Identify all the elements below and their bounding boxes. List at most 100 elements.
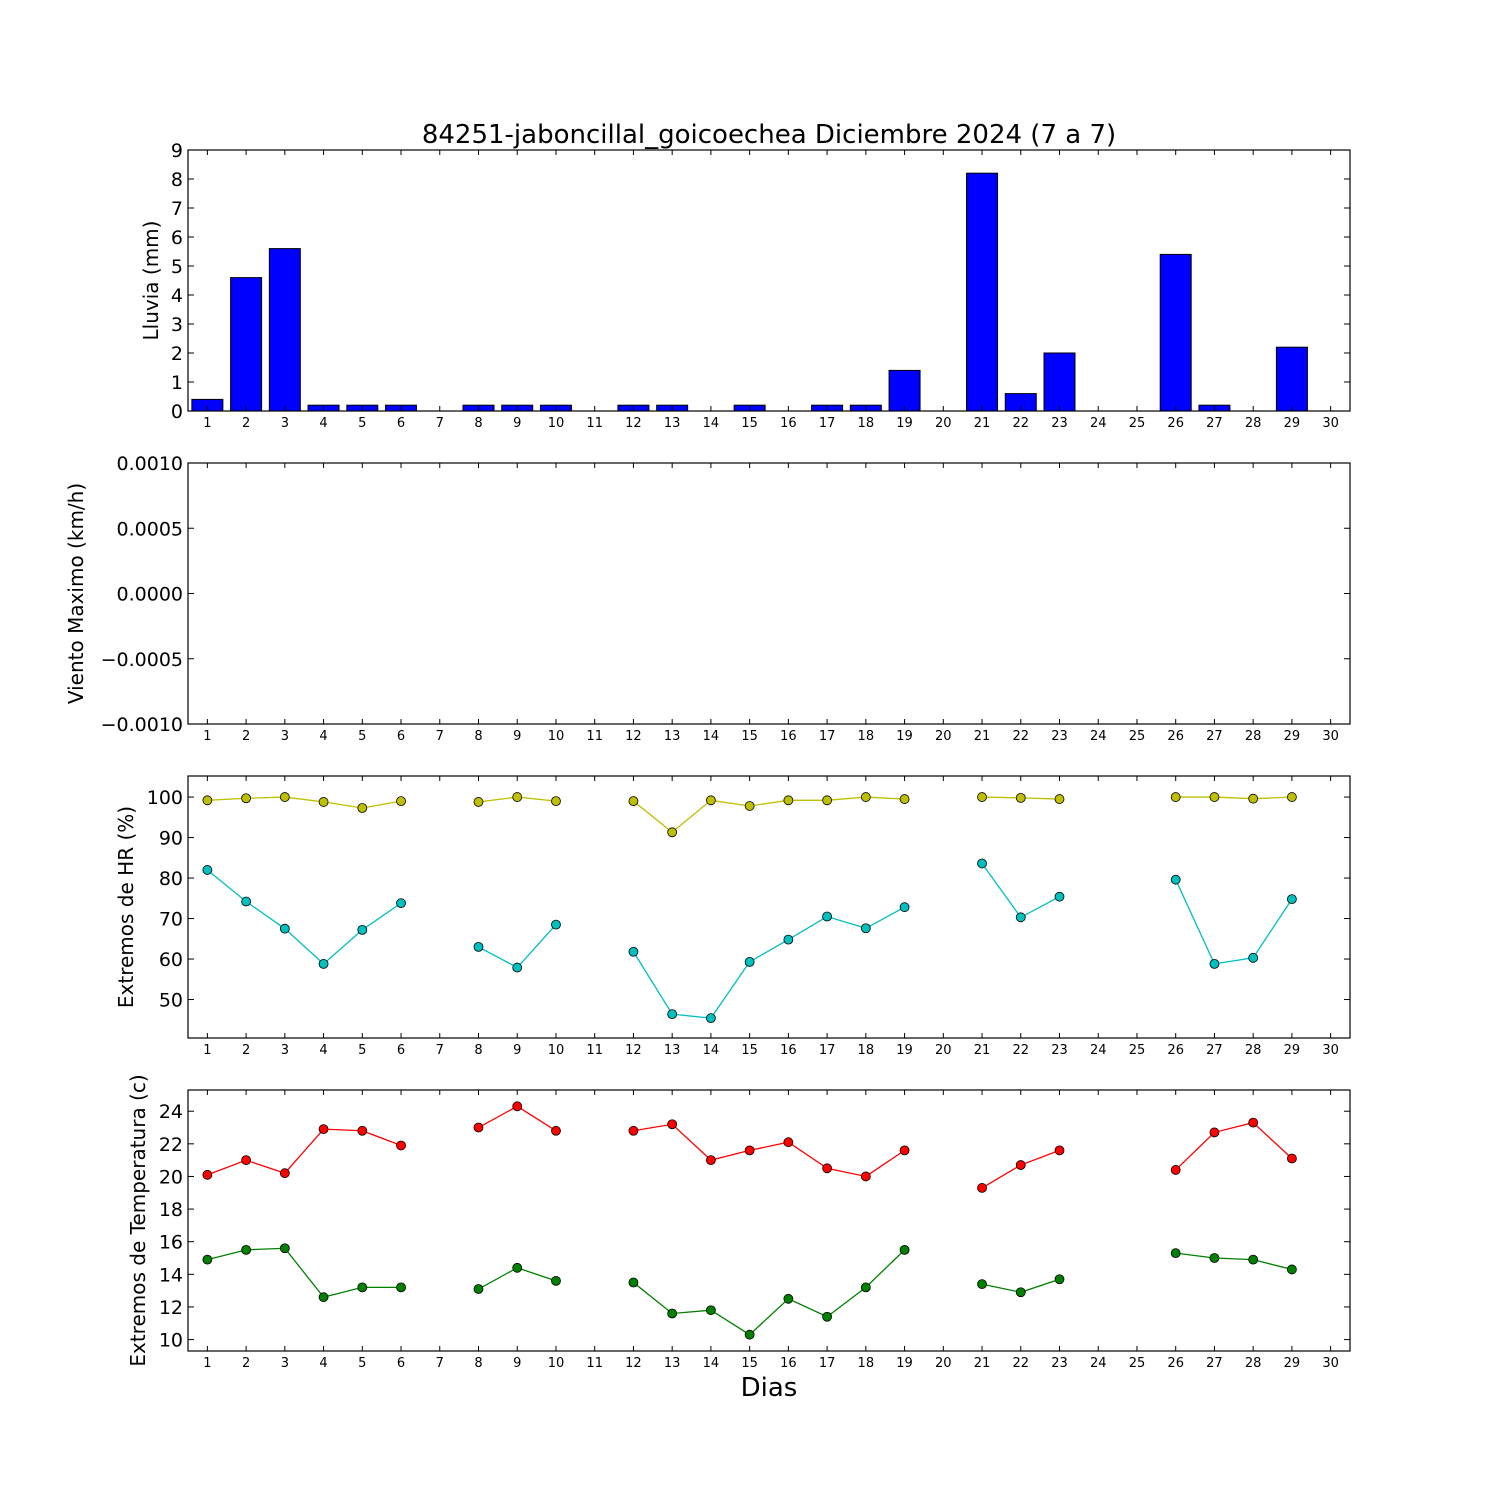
y-tick-label: 0.0005 [117,518,183,540]
y-axis-label: Lluvia (mm) [139,221,163,341]
x-tick-label: 6 [397,1043,405,1058]
series-2-point-day-16 [783,1293,794,1304]
series-2-point-day-17 [822,1311,832,1322]
series-1-line-segment-1 [207,796,402,809]
series-2-point-day-8 [473,941,484,952]
series-1-point-day-9 [512,1101,523,1112]
series-2-point-day-13 [667,1308,678,1319]
panel-lluvia: 1 2 3 4 5 6 7 8 9 10 11 12 13 14 15 16 17 18 19 20 21 22 23 24 2… [139,140,1351,431]
x-tick-label: 24 [1090,729,1107,744]
x-tick-label: 2 [242,1356,250,1371]
x-tick-label: 28 [1245,729,1262,744]
x-tick-label: 28 [1245,416,1262,431]
y-tick-label: 14 [159,1264,183,1286]
series-1-point-day-18 [860,792,871,802]
series-1-line-segment-1 [207,1128,402,1176]
y-tick-label: 18 [159,1199,183,1221]
x-tick-label: 6 [397,729,405,744]
x-tick-label: 22 [1012,729,1029,744]
series-2-point-day-2 [241,1244,252,1255]
series-2-point-day-18 [860,1282,871,1293]
x-tick-label: 7 [436,416,444,431]
series-2-point-day-26 [1170,1248,1181,1259]
series-2-point-day-3 [279,923,290,934]
plot-area [188,150,1350,411]
series-1-point-day-26 [1170,1165,1181,1175]
x-tick-label: 6 [397,1356,405,1371]
series-2-point-day-21 [977,858,987,869]
x-tick-label: 11 [586,416,603,431]
x-tick-label: 5 [358,729,366,744]
series-2-point-day-19 [899,1244,910,1255]
series-2-line-segment-3 [632,906,905,1019]
x-tick-label: 21 [974,416,991,431]
x-tick-label: 22 [1012,1043,1029,1058]
series-1-point-day-5 [357,803,368,813]
plot-area [188,1090,1350,1351]
x-tick-label: 16 [780,729,797,744]
chart-panels: 1 2 3 4 5 6 7 8 9 10 11 12 13 14 15 16 17 18 19 20 21 22 23 24 2… [64,140,1351,1371]
series-2-point-day-15 [744,1329,755,1340]
y-tick-label: 60 [159,949,183,971]
series-1-point-day-28 [1248,793,1259,804]
y-tick-label: 0 [171,401,183,423]
bar-day-2 [230,277,263,412]
y-tick-label: 16 [159,1232,183,1254]
series-2-point-day-4 [318,958,329,969]
series-1-point-day-1 [202,795,213,806]
x-tick-label: 30 [1322,729,1339,744]
x-tick-label: 24 [1090,1043,1107,1058]
series-1-point-day-21 [977,1182,987,1193]
series-2-point-day-6 [396,1282,406,1293]
x-tick-label: 13 [664,729,681,744]
x-tick-label: 1 [203,729,211,744]
x-tick-label: 3 [281,416,289,431]
series-1-point-day-22 [1015,1160,1026,1170]
x-tick-label: 1 [203,416,211,431]
series-2-point-day-28 [1248,1254,1259,1265]
x-tick-label: 26 [1167,1356,1184,1371]
series-2-point-day-14 [706,1305,716,1316]
x-tick-label: 23 [1051,416,1068,431]
x-tick-label: 7 [436,1043,444,1058]
x-tick-label: 15 [741,416,758,431]
y-axis-label: Extremos de HR (%) [114,806,138,1008]
series-2-point-day-16 [783,934,794,945]
x-tick-label: 7 [436,1356,444,1371]
series-1-point-day-3 [279,792,290,802]
series-1-point-day-6 [396,796,406,807]
x-tick-label: 10 [548,729,565,744]
series-1-point-day-14 [706,795,716,806]
x-tick-label: 29 [1284,729,1301,744]
x-tick-label: 19 [896,1043,913,1058]
x-tick-label: 17 [819,729,836,744]
x-tick-label: 26 [1167,1043,1184,1058]
y-tick-label: −0.0005 [101,649,183,671]
panel-temperatura: 1 2 3 4 5 6 7 8 9 10 11 12 13 14 15 16 17 18 19 20 21 22 23 24 2… [126,1074,1351,1371]
axes-frame [187,1089,1351,1352]
x-tick-label: 4 [319,416,327,431]
series-1-line-segment-3 [633,1123,905,1178]
x-tick-label: 18 [858,1043,875,1058]
y-tick-label: 80 [159,868,183,890]
series-1-line-segment-3 [633,796,905,834]
y-tick-label: 20 [159,1166,183,1188]
x-tick-label: 20 [935,1043,952,1058]
y-tick-label: 24 [159,1101,183,1123]
series-2-point-day-13 [667,1009,678,1020]
x-tick-label: 27 [1206,1356,1223,1371]
series-1-point-day-3 [279,1168,290,1179]
axes-frame [187,149,1351,412]
series-1-point-day-21 [977,792,987,802]
x-tick-label: 7 [436,729,444,744]
x-tick-label: 9 [513,1043,521,1058]
x-tick-label: 25 [1129,729,1146,744]
series-2-point-day-21 [977,1279,987,1290]
series-1-point-day-13 [667,827,678,838]
series-1-point-day-4 [318,1124,329,1135]
x-tick-label: 20 [935,729,952,744]
series-2-point-day-2 [241,896,252,907]
series-1-point-day-1 [202,1169,213,1180]
x-tick-label: 14 [703,1356,720,1371]
series-2-point-day-28 [1248,952,1259,963]
